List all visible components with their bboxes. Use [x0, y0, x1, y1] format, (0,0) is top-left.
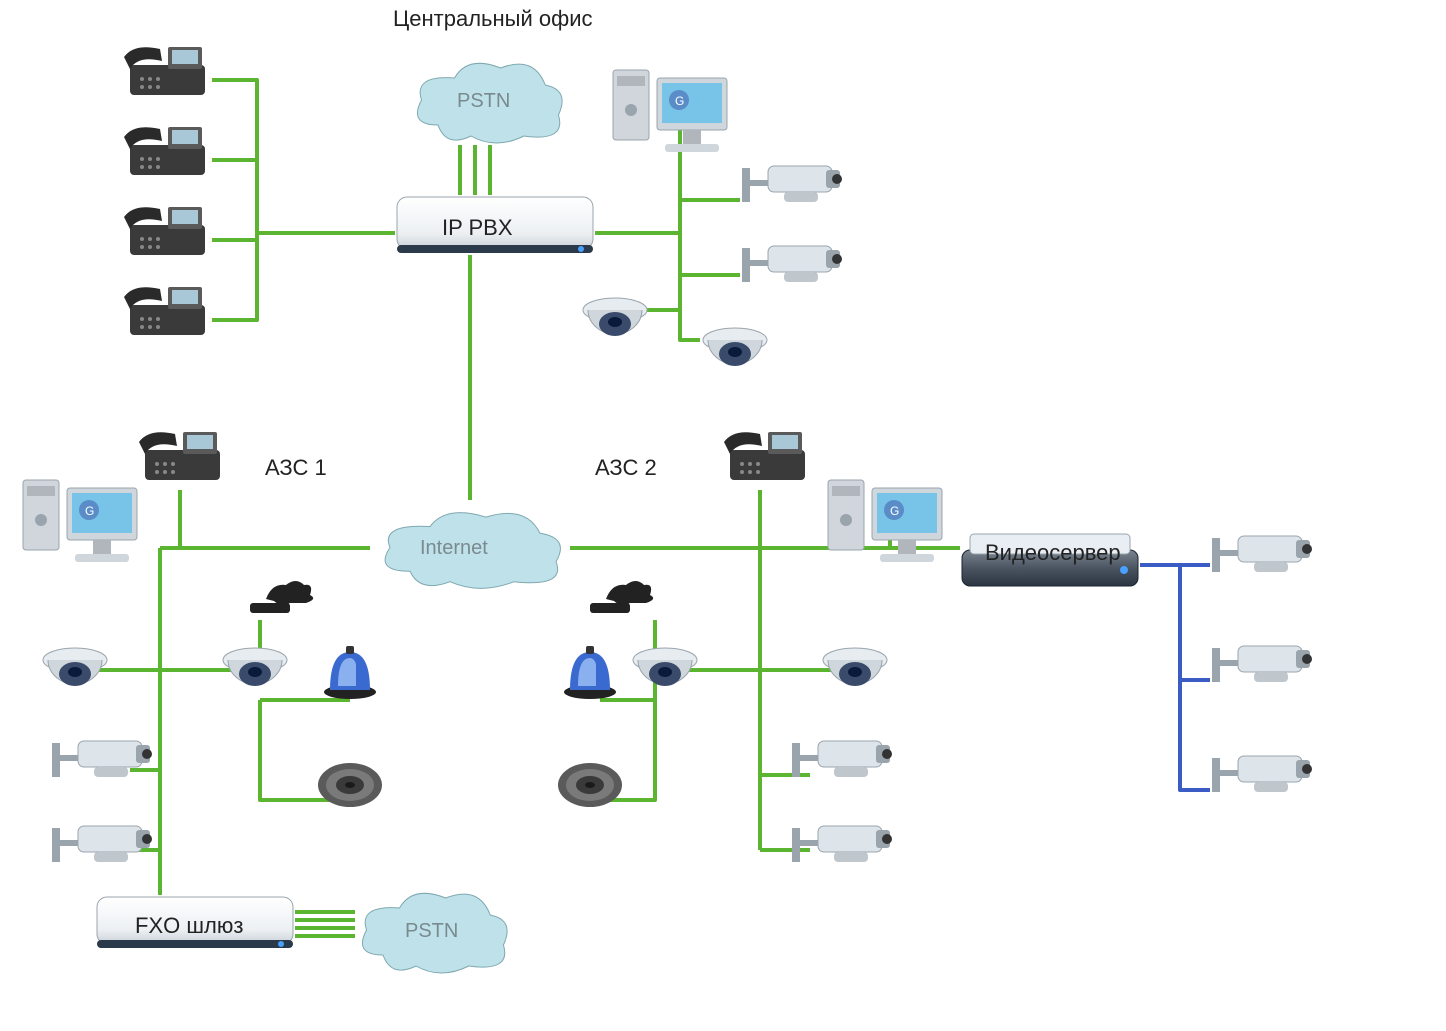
label-pstn_bot: PSTN: [405, 920, 458, 943]
label-central_office: Центральный офис: [393, 6, 593, 32]
svg-text:G: G: [85, 504, 94, 518]
label-ip_pbx: IP PBX: [442, 215, 513, 241]
label-internet: Internet: [420, 537, 488, 560]
svg-text:G: G: [675, 94, 684, 108]
label-azs2: АЗС 2: [595, 455, 657, 481]
label-fxo: FXO шлюз: [135, 913, 243, 939]
label-pstn_top: PSTN: [457, 90, 510, 113]
label-videoserver: Видеосервер: [985, 540, 1121, 566]
label-azs1: АЗС 1: [265, 455, 327, 481]
svg-text:G: G: [890, 504, 899, 518]
network-diagram: { "type": "network", "background_color":…: [0, 0, 1446, 1031]
